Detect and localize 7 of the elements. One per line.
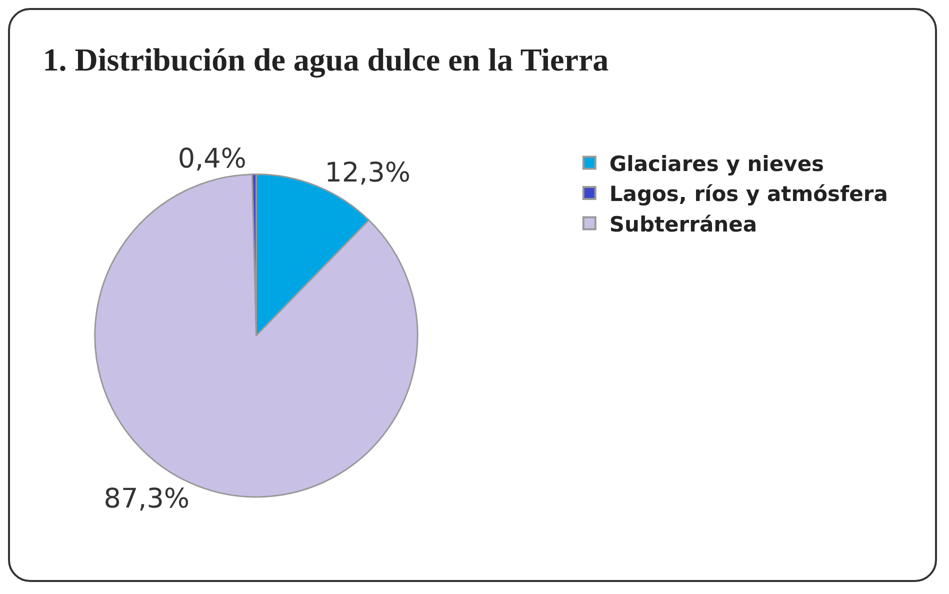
data-label: 0,4%	[178, 143, 246, 174]
data-label: 12,3%	[324, 157, 411, 188]
data-label: 87,3%	[104, 484, 190, 515]
legend-label: Subterránea	[609, 212, 758, 236]
legend-label: Glaciares y nieves	[609, 152, 824, 176]
legend-label: Lagos, ríos y atmósfera	[609, 182, 888, 206]
chart-title: 1. Distribución de agua dulce en la Tierra	[42, 42, 609, 79]
